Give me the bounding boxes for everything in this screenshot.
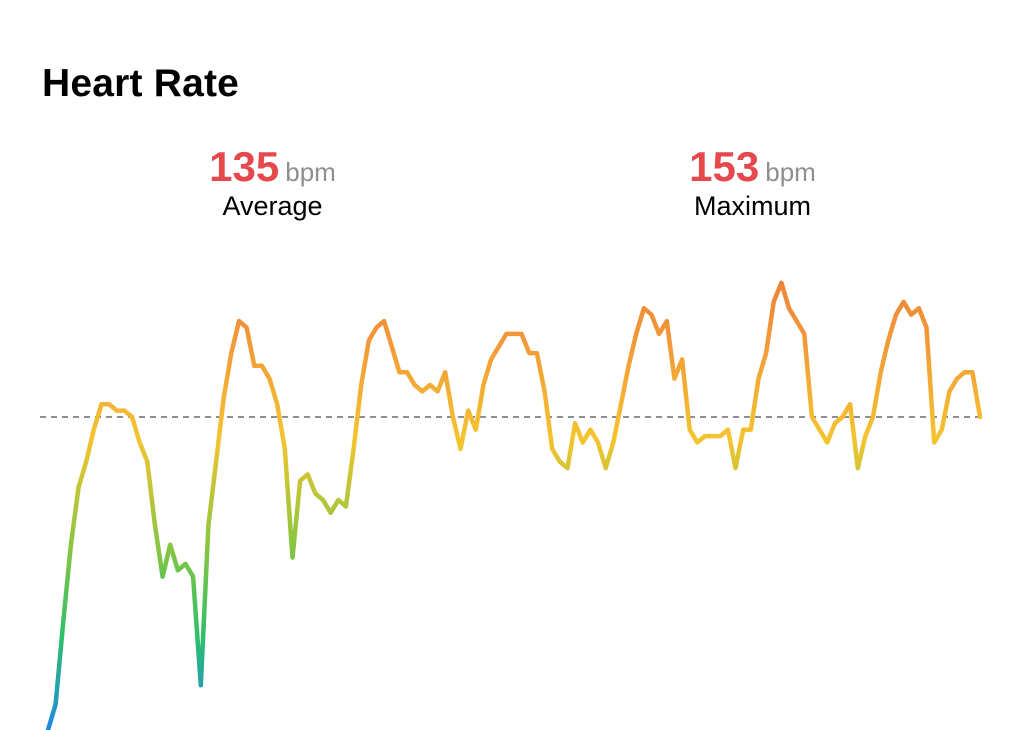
maximum-value-line: 153 bpm [680, 143, 825, 191]
maximum-label: Maximum [693, 191, 811, 221]
average-value-line: 135 bpm [200, 143, 345, 191]
heart-rate-series [45, 280, 983, 730]
maximum-stat: 153 bpm Maximum [680, 143, 825, 222]
average-label: Average [222, 191, 323, 221]
average-stat: 135 bpm Average [200, 143, 345, 222]
page-title: Heart Rate [42, 62, 240, 105]
average-value: 135 [209, 143, 280, 190]
average-unit: bpm [285, 157, 336, 187]
heart-rate-line [45, 280, 983, 730]
maximum-unit: bpm [765, 157, 816, 187]
maximum-value: 153 [689, 143, 760, 190]
